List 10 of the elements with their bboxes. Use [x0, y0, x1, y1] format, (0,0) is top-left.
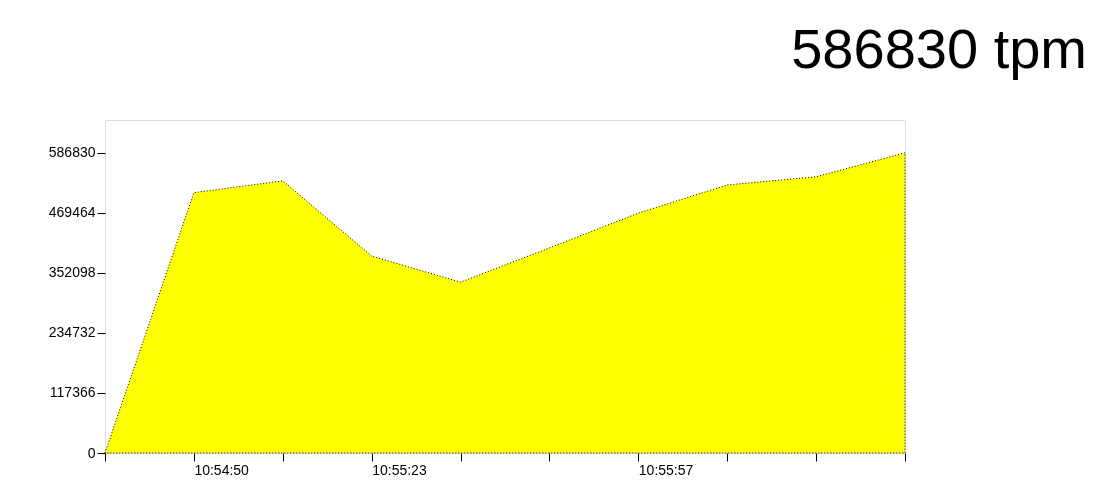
y-tick-label: 352098: [48, 264, 96, 281]
y-tick-label: 469464: [48, 204, 96, 221]
chart-title: 586830 tpm: [791, 17, 1087, 80]
y-tick-label: 117366: [49, 384, 96, 401]
x-tick-label: 10:55:23: [372, 461, 427, 478]
x-tick-label: 10:54:50: [194, 461, 250, 478]
y-tick-label: 234732: [48, 324, 96, 341]
x-tick-label: 10:55:57: [638, 461, 694, 478]
y-tick-label: 0: [87, 444, 96, 461]
y-tick-label: 586830: [48, 144, 96, 161]
